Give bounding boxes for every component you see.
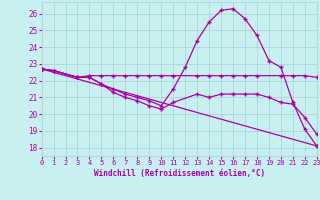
X-axis label: Windchill (Refroidissement éolien,°C): Windchill (Refroidissement éolien,°C) — [94, 169, 265, 178]
